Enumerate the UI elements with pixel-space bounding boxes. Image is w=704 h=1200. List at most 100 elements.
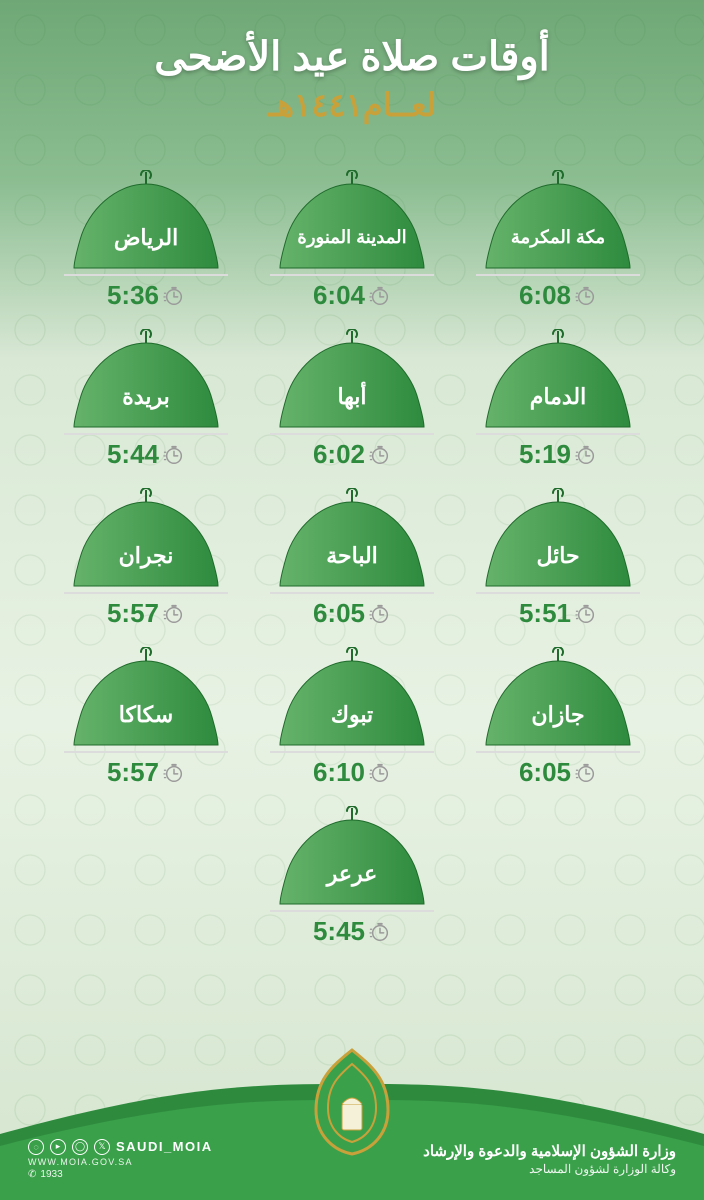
divider (270, 592, 434, 594)
dome-icon: نجران (66, 488, 226, 588)
prayer-time: 6:05 (313, 598, 365, 629)
footer: وزارة الشؤون الإسلامية والدعوة والإرشاد … (0, 1074, 704, 1200)
prayer-time: 6:08 (519, 280, 571, 311)
city-name: الباحة (272, 524, 432, 588)
prayer-time: 5:57 (107, 757, 159, 788)
city-name: بريدة (66, 365, 226, 429)
city-name: المدينة المنورة (272, 206, 432, 270)
city-card: أبها 6:02 (266, 329, 438, 470)
clock-icon (575, 603, 597, 625)
dome-icon: سكاكا (66, 647, 226, 747)
city-name: مكة المكرمة (478, 206, 638, 270)
city-card: الدمام 5:19 (472, 329, 644, 470)
divider (64, 592, 228, 594)
dome-icon: حائل (478, 488, 638, 588)
dome-icon: عرعر (272, 806, 432, 906)
agency-name: وكالة الوزارة لشؤون المساجد (423, 1162, 676, 1176)
divider (476, 274, 640, 276)
time-row: 5:36 (107, 280, 185, 311)
city-name: الرياض (66, 206, 226, 270)
prayer-time: 5:57 (107, 598, 159, 629)
social-handle: SAUDI_MOIA (116, 1139, 213, 1154)
time-row: 5:19 (519, 439, 597, 470)
clock-icon (369, 444, 391, 466)
city-card: مكة المكرمة 6:08 (472, 170, 644, 311)
hotline-number: 1933 (40, 1169, 62, 1180)
footer-contact: ◌ ▸ ◯ 𝕏 SAUDI_MOIA WWW.MOIA.GOV.SA ✆ 193… (28, 1139, 213, 1180)
divider (476, 433, 640, 435)
dome-icon: بريدة (66, 329, 226, 429)
divider (270, 910, 434, 912)
city-name: الدمام (478, 365, 638, 429)
clock-icon (575, 285, 597, 307)
dome-icon: الرياض (66, 170, 226, 270)
time-row: 5:45 (313, 916, 391, 947)
website-url: WWW.MOIA.GOV.SA (28, 1157, 133, 1167)
prayer-time: 5:51 (519, 598, 571, 629)
prayer-time: 6:04 (313, 280, 365, 311)
divider (476, 592, 640, 594)
dome-icon: الدمام (478, 329, 638, 429)
city-card: تبوك 6:10 (266, 647, 438, 788)
divider (64, 433, 228, 435)
clock-icon (163, 285, 185, 307)
divider (270, 751, 434, 753)
time-row: 6:10 (313, 757, 391, 788)
prayer-time: 6:10 (313, 757, 365, 788)
divider (64, 274, 228, 276)
dome-icon: أبها (272, 329, 432, 429)
time-row: 5:44 (107, 439, 185, 470)
hotline: ✆ 1933 (28, 1169, 63, 1180)
twitter-icon: 𝕏 (94, 1139, 110, 1155)
clock-icon (369, 762, 391, 784)
instagram-icon: ◯ (72, 1139, 88, 1155)
prayer-time: 5:45 (313, 916, 365, 947)
time-row: 6:08 (519, 280, 597, 311)
city-card: سكاكا 5:57 (60, 647, 232, 788)
divider (476, 751, 640, 753)
time-row: 6:05 (313, 598, 391, 629)
dome-icon: المدينة المنورة (272, 170, 432, 270)
city-name: عرعر (272, 842, 432, 906)
clock-icon (369, 603, 391, 625)
prayer-time: 5:44 (107, 439, 159, 470)
city-name: جازان (478, 683, 638, 747)
city-card: نجران 5:57 (60, 488, 232, 629)
divider (270, 433, 434, 435)
clock-icon (575, 762, 597, 784)
city-name: أبها (272, 365, 432, 429)
divider (270, 274, 434, 276)
city-card: حائل 5:51 (472, 488, 644, 629)
prayer-time: 6:05 (519, 757, 571, 788)
city-grid: مكة المكرمة 6:08 المدينة المنورة (0, 144, 704, 947)
prayer-time: 5:36 (107, 280, 159, 311)
time-row: 5:51 (519, 598, 597, 629)
dome-icon: جازان (478, 647, 638, 747)
clock-icon (369, 285, 391, 307)
footer-text: وزارة الشؤون الإسلامية والدعوة والإرشاد … (423, 1142, 676, 1176)
clock-icon (163, 444, 185, 466)
city-card: بريدة 5:44 (60, 329, 232, 470)
ministry-name: وزارة الشؤون الإسلامية والدعوة والإرشاد (423, 1142, 676, 1160)
prayer-time: 6:02 (313, 439, 365, 470)
dome-icon: تبوك (272, 647, 432, 747)
city-name: حائل (478, 524, 638, 588)
clock-icon (575, 444, 597, 466)
prayer-time: 5:19 (519, 439, 571, 470)
city-card: المدينة المنورة 6:04 (266, 170, 438, 311)
city-name: نجران (66, 524, 226, 588)
clock-icon (163, 762, 185, 784)
divider (64, 751, 228, 753)
city-name: تبوك (272, 683, 432, 747)
city-card: الباحة 6:05 (266, 488, 438, 629)
dome-icon: الباحة (272, 488, 432, 588)
dome-icon: مكة المكرمة (478, 170, 638, 270)
phone-icon: ✆ (28, 1169, 36, 1180)
clock-icon (163, 603, 185, 625)
header: أوقات صلاة عيد الأضحى لعــام١٤٤١هـ (0, 0, 704, 144)
time-row: 6:04 (313, 280, 391, 311)
youtube-icon: ▸ (50, 1139, 66, 1155)
page-subtitle: لعــام١٤٤١هـ (20, 86, 684, 124)
city-card: عرعر 5:45 (266, 806, 438, 947)
time-row: 6:05 (519, 757, 597, 788)
